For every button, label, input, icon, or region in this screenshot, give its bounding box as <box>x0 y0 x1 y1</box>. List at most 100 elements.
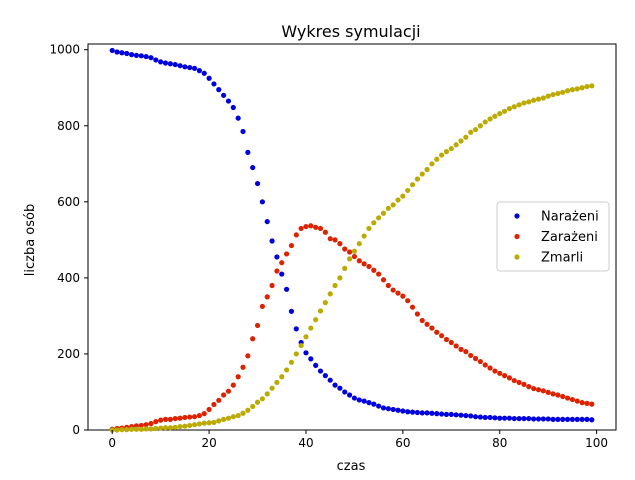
data-point <box>109 47 115 54</box>
data-point <box>303 223 309 230</box>
data-point <box>448 339 454 346</box>
data-point <box>380 405 387 411</box>
data-point <box>356 241 362 247</box>
data-point <box>448 145 454 152</box>
data-point <box>535 416 542 422</box>
data-point <box>376 403 382 409</box>
data-point <box>385 205 391 211</box>
data-point <box>414 311 420 317</box>
data-point <box>143 426 149 432</box>
data-point <box>545 416 551 422</box>
data-point <box>153 419 159 425</box>
data-point <box>390 202 396 208</box>
data-point <box>196 68 203 74</box>
data-point <box>288 242 295 249</box>
data-point <box>564 88 571 94</box>
data-point <box>216 87 222 93</box>
data-point <box>531 416 537 422</box>
y-tick-label: 0 <box>72 423 80 437</box>
data-point <box>274 379 280 386</box>
data-point <box>143 422 149 428</box>
series-0 <box>109 47 595 423</box>
data-point <box>419 171 425 177</box>
data-point <box>405 298 411 304</box>
x-axis-ticks: 0 20 40 60 80 100 <box>108 430 608 450</box>
x-tick-label: 20 <box>201 436 216 450</box>
data-point <box>531 385 537 392</box>
data-point <box>535 387 542 393</box>
data-point <box>497 415 503 421</box>
data-point <box>138 426 144 432</box>
data-point <box>550 416 556 422</box>
data-point <box>463 412 469 419</box>
data-point <box>298 342 304 349</box>
data-point <box>225 388 232 394</box>
data-point <box>434 156 440 162</box>
data-point <box>235 374 241 380</box>
data-point <box>167 416 173 422</box>
data-point <box>211 401 217 408</box>
data-point <box>143 53 149 60</box>
data-point <box>511 377 517 384</box>
data-point <box>589 401 595 407</box>
data-point <box>453 343 459 349</box>
data-point <box>317 368 324 374</box>
data-point <box>390 406 396 413</box>
data-point <box>376 215 382 221</box>
data-point <box>221 392 227 398</box>
data-point <box>472 355 479 362</box>
data-point <box>409 409 416 415</box>
data-point <box>308 223 314 229</box>
data-point <box>274 254 280 260</box>
data-point <box>569 396 576 403</box>
data-point <box>119 427 125 433</box>
data-point <box>516 415 522 422</box>
data-point <box>225 415 232 421</box>
data-point <box>284 367 290 373</box>
data-point <box>521 100 527 106</box>
data-point <box>526 99 532 105</box>
data-point <box>453 412 459 418</box>
data-point <box>477 123 483 129</box>
data-point <box>221 416 227 422</box>
data-point <box>385 406 391 412</box>
data-point <box>468 413 474 419</box>
data-point <box>148 420 154 427</box>
data-point <box>240 128 246 135</box>
data-point <box>414 176 420 182</box>
data-point <box>167 425 173 431</box>
data-point <box>119 50 125 56</box>
data-point <box>409 182 416 188</box>
data-point <box>201 420 207 426</box>
data-point <box>579 85 585 91</box>
data-point <box>196 421 203 427</box>
data-point <box>492 113 498 119</box>
data-point <box>400 293 406 299</box>
data-point <box>439 333 445 339</box>
data-point <box>245 149 251 155</box>
data-point <box>240 364 246 370</box>
data-point <box>540 416 546 422</box>
data-point <box>545 389 551 395</box>
data-point <box>250 403 256 410</box>
data-point <box>511 415 517 422</box>
data-point <box>211 81 217 87</box>
data-point <box>351 248 358 254</box>
data-point <box>458 412 464 418</box>
data-point <box>177 423 183 430</box>
data-point <box>191 422 198 428</box>
series-2 <box>109 83 595 433</box>
data-point <box>434 329 440 335</box>
data-point <box>531 97 537 103</box>
data-point <box>327 236 333 242</box>
data-point <box>133 426 140 432</box>
data-point <box>468 352 474 359</box>
data-point <box>346 256 353 262</box>
data-point <box>187 414 193 420</box>
data-point <box>361 261 367 267</box>
data-point <box>153 57 159 63</box>
data-point <box>235 412 241 419</box>
data-point <box>162 416 169 422</box>
data-point <box>429 325 435 331</box>
